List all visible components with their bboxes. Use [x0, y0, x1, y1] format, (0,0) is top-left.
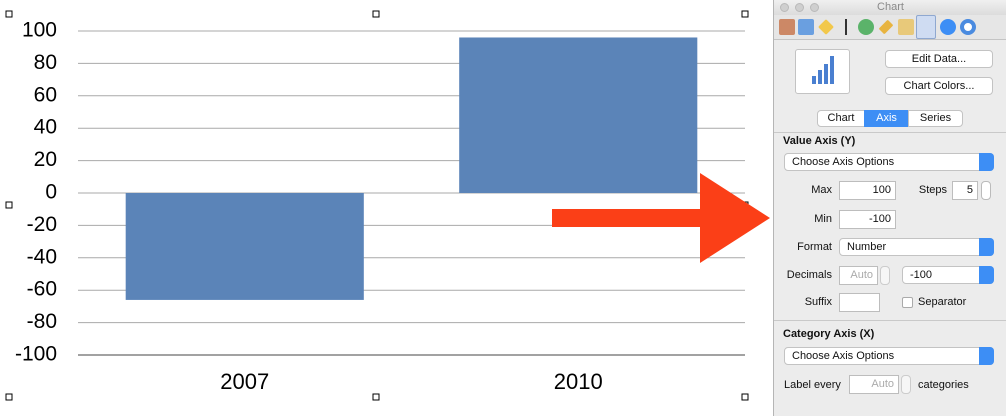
bar	[459, 37, 698, 194]
label: Label every	[784, 379, 841, 391]
dropdown[interactable]: Choose Axis Options	[784, 153, 994, 171]
chart: -100 -80 -60 -40 -20 0 20 40 60 80 100 2007 2010	[5, 10, 770, 401]
label: Suffix	[804, 296, 832, 308]
label: categories	[918, 379, 969, 391]
stepper[interactable]	[981, 181, 991, 200]
separator	[774, 320, 1006, 321]
x-tick-label: 2007	[220, 369, 269, 394]
y-tick-label: -80	[27, 310, 57, 333]
y-tick-label: 60	[34, 83, 57, 106]
dropdown[interactable]: -100	[902, 266, 994, 284]
tool-icon[interactable]	[838, 19, 854, 35]
button[interactable]: Edit Data...	[885, 50, 993, 68]
y-tick-label: 0	[45, 181, 57, 204]
tool-icon[interactable]	[798, 19, 814, 35]
tab[interactable]: Series	[908, 110, 963, 127]
y-tick-label: 20	[34, 148, 57, 171]
text-field[interactable]	[839, 293, 880, 312]
text-field[interactable]: Auto	[849, 375, 899, 394]
chart-type-picker[interactable]	[795, 49, 850, 94]
selection-handle	[741, 10, 749, 18]
label: Decimals	[786, 269, 832, 281]
text-field[interactable]: -100	[839, 210, 896, 229]
tool-icon-selected[interactable]	[916, 15, 936, 39]
text-field[interactable]: Auto	[839, 266, 878, 285]
label: Min	[814, 213, 832, 225]
y-tick-label: -20	[27, 213, 57, 236]
selection-handle	[741, 393, 749, 401]
red-arrow	[552, 173, 770, 263]
inspector: Chart Edit Data... Chart Colors... Chart…	[773, 0, 1006, 416]
tab[interactable]: Axis	[864, 110, 909, 127]
section-heading: Category Axis (X)	[783, 328, 875, 340]
label: Separator	[918, 296, 967, 308]
y-tick-label: -40	[27, 245, 57, 268]
minimize-button[interactable]	[795, 3, 804, 12]
section-heading: Value Axis (Y)	[783, 135, 856, 147]
window-title: Chart	[774, 0, 1006, 15]
bar	[125, 193, 364, 300]
y-tick-label: -100	[15, 343, 57, 366]
label: Max	[811, 184, 832, 196]
y-tick-label: 80	[34, 51, 57, 74]
close-button[interactable]	[780, 3, 789, 12]
y-tick-label: 100	[22, 19, 57, 42]
dropdown[interactable]: Number	[839, 238, 994, 256]
tool-icon[interactable]	[940, 19, 956, 35]
y-tick-label: -60	[27, 278, 57, 301]
x-tick-label: 2010	[554, 369, 603, 394]
tool-icon[interactable]	[878, 19, 894, 35]
text-field[interactable]: 100	[839, 181, 896, 200]
stepper[interactable]	[901, 375, 911, 394]
separator	[774, 132, 1006, 133]
tab[interactable]: Chart	[817, 110, 865, 127]
dropdown[interactable]: Choose Axis Options	[784, 347, 994, 365]
selection-handle	[372, 10, 380, 18]
zoom-button[interactable]	[810, 3, 819, 12]
tool-icon[interactable]	[898, 19, 914, 35]
toolbar	[774, 15, 1006, 40]
stepper[interactable]	[880, 266, 890, 285]
selection-handle	[5, 201, 13, 209]
y-tick-label: 40	[34, 116, 57, 139]
checkbox[interactable]	[902, 297, 913, 308]
text-field[interactable]: 5	[952, 181, 978, 200]
tool-icon[interactable]	[858, 19, 874, 35]
label: Steps	[918, 184, 947, 196]
tool-icon[interactable]	[818, 19, 834, 35]
selection-handle	[5, 10, 13, 18]
label: Format	[797, 241, 832, 253]
tool-icon[interactable]	[960, 19, 976, 35]
button[interactable]: Chart Colors...	[885, 77, 993, 95]
selection-handle	[372, 393, 380, 401]
tool-icon[interactable]	[779, 19, 795, 35]
selection-handle	[5, 393, 13, 401]
